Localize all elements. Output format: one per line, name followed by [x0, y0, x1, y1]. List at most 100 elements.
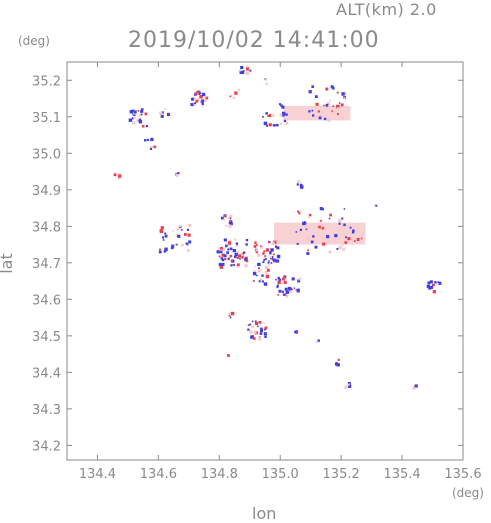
scatter-point: [334, 362, 338, 366]
scatter-point: [338, 222, 341, 225]
plot-layer: [113, 65, 442, 390]
scatter-point: [298, 212, 301, 215]
scatter-point: [277, 280, 281, 285]
scatter-point: [312, 235, 315, 238]
scatter-point: [273, 240, 277, 244]
scatter-point: [220, 257, 224, 260]
scatter-point: [164, 247, 168, 251]
scatter-point: [255, 244, 258, 246]
scatter-point: [274, 124, 277, 127]
x-tick-label: 135.2: [323, 467, 360, 482]
y-tick-label: 34.8: [32, 220, 61, 235]
scatter-point: [172, 230, 174, 232]
scatter-point: [235, 242, 239, 245]
scatter-point: [195, 100, 198, 103]
scatter-point: [279, 122, 283, 125]
scatter-point: [317, 339, 320, 342]
y-tick-label: 34.3: [32, 403, 61, 418]
scatter-point: [318, 225, 321, 229]
scatter-point: [227, 243, 231, 247]
scatter-point: [230, 264, 233, 267]
scatter-point: [221, 253, 225, 257]
scatter-point: [278, 103, 282, 106]
scatter-point: [254, 320, 257, 323]
scatter-point: [171, 244, 175, 248]
scatter-point: [351, 231, 355, 234]
scatter-point: [159, 111, 163, 115]
scatter-point: [258, 267, 260, 269]
scatter-point: [145, 124, 149, 128]
scatter-point: [343, 91, 347, 96]
y-tick-label: 35.0: [32, 147, 61, 162]
scatter-point: [229, 216, 232, 220]
scatter-point: [163, 249, 167, 253]
scatter-point: [247, 324, 250, 327]
scatter-point: [240, 65, 244, 70]
scatter-point: [218, 255, 221, 258]
scatter-point: [303, 221, 306, 223]
scatter-point: [337, 113, 340, 116]
scatter-point: [284, 287, 288, 291]
altitude-label: ALT(km) 2.0: [336, 0, 437, 19]
scatter-point: [341, 92, 345, 96]
scatter-point: [136, 119, 140, 122]
scatter-point: [246, 65, 249, 68]
scatter-point: [437, 281, 440, 284]
scatter-point: [229, 254, 233, 258]
scatter-point: [265, 78, 267, 80]
scatter-point: [201, 104, 204, 107]
scatter-point: [234, 255, 237, 259]
scatter-point: [336, 363, 340, 367]
scatter-point: [113, 173, 117, 177]
scatter-point: [270, 113, 275, 117]
scatter-point: [295, 329, 299, 333]
scatter-point: [160, 114, 164, 118]
scatter-point: [432, 290, 436, 294]
scatter-point: [245, 243, 248, 246]
scatter-point: [181, 229, 183, 231]
x-tick-label: 135.0: [262, 467, 299, 482]
scatter-point: [244, 258, 248, 262]
scatter-point: [283, 293, 286, 296]
scatter-point: [297, 279, 301, 283]
scatter-point: [231, 259, 235, 263]
scatter-point: [252, 271, 257, 276]
scatter-point: [414, 384, 418, 388]
scatter-point: [347, 383, 350, 386]
scatter-point: [308, 110, 311, 113]
y-tick-label: 34.5: [32, 330, 61, 345]
scatter-point: [299, 184, 303, 187]
scatter-point: [285, 294, 289, 298]
scatter-point: [266, 124, 269, 127]
x-tick-label: 134.6: [140, 467, 177, 482]
scatter-point: [279, 113, 283, 117]
scatter-point: [289, 287, 292, 290]
scatter-point: [354, 229, 358, 233]
x-tick-label: 134.4: [79, 467, 116, 482]
scatter-point: [414, 385, 416, 388]
scatter-point: [338, 245, 342, 249]
y-tick-label: 34.2: [32, 439, 61, 454]
scatter-point: [276, 246, 280, 250]
scatter-point: [283, 276, 287, 279]
scatter-point: [219, 250, 223, 254]
scatter-point: [292, 288, 295, 290]
scatter-point: [166, 112, 171, 117]
scatter-point: [265, 274, 270, 279]
scatter-point: [260, 277, 263, 281]
scatter-point: [161, 111, 164, 114]
scatter-point: [234, 91, 238, 95]
scatter-point: [150, 137, 154, 142]
scatter-point: [222, 248, 225, 251]
scatter-point: [278, 278, 281, 282]
scatter-point: [229, 316, 232, 319]
scatter-point: [332, 105, 335, 108]
scatter-point: [232, 96, 235, 100]
scatter-point: [190, 103, 194, 107]
scatter-point: [164, 107, 167, 110]
scatter-point: [278, 289, 282, 293]
scatter-point: [347, 382, 351, 386]
scatter-point: [338, 102, 341, 104]
scatter-point: [299, 228, 303, 232]
scatter-point: [295, 331, 298, 334]
